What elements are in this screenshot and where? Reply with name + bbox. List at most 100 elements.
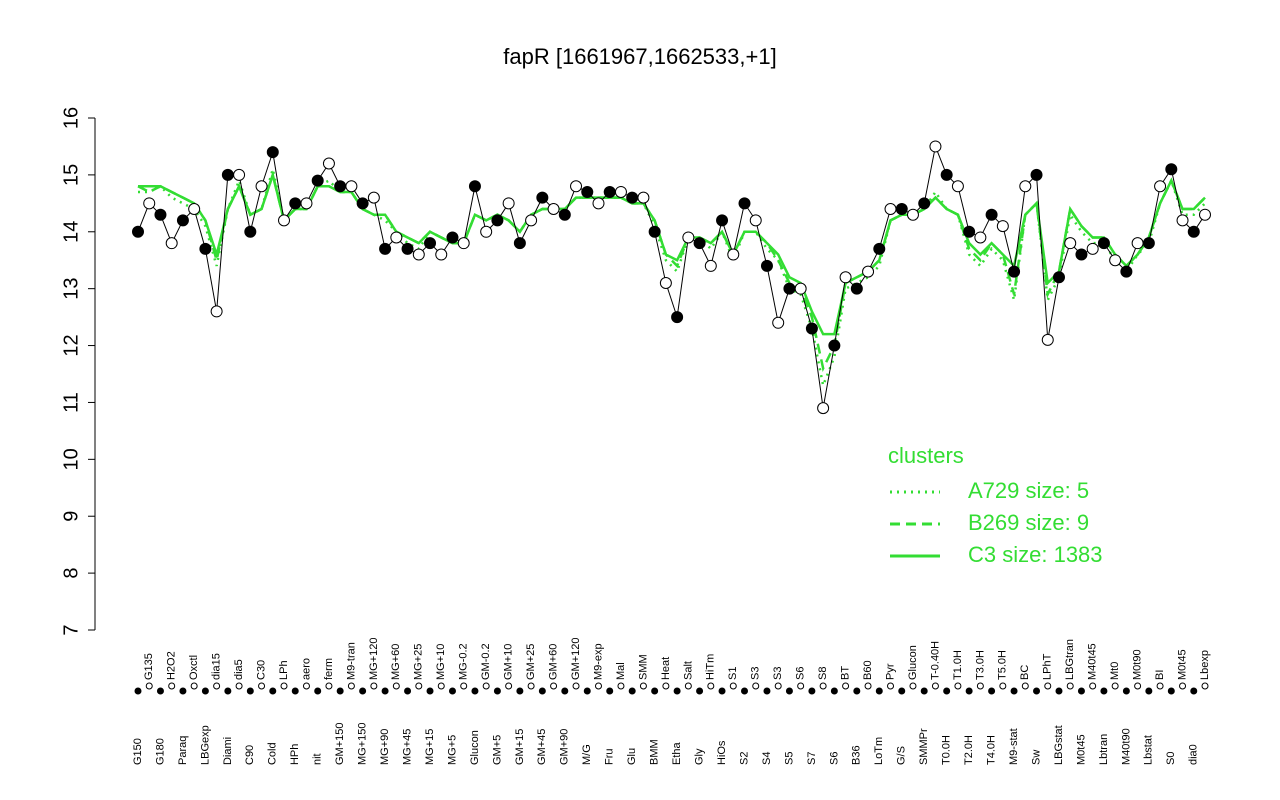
x-tick-label: LBGstat [1053,725,1065,765]
data-point [682,231,695,244]
data-point [176,214,189,227]
x-marker [639,682,647,690]
data-point [637,191,650,204]
data-point [873,242,886,255]
x-marker [1111,682,1119,690]
x-tick-label: Fru [604,749,616,766]
x-marker [729,682,737,690]
x-tick-label: Salt [682,661,694,680]
x-marker [965,687,973,695]
x-marker [437,682,445,690]
x-tick-label: GM+120 [570,638,582,681]
x-tick-label: T4.0H [986,735,998,765]
x-marker [550,682,558,690]
data-point [1109,254,1122,267]
x-marker [853,687,861,695]
x-tick-label: S8 [817,667,829,680]
x-marker [1156,682,1164,690]
x-marker [673,687,681,695]
x-tick-label: M0t45 [1176,649,1188,680]
data-point [311,174,324,187]
data-point [693,237,706,250]
x-marker [920,687,928,695]
x-marker [404,687,412,695]
x-tick-label: Cold [267,742,279,765]
x-marker [864,682,872,690]
data-point [1176,214,1189,227]
data-point [738,197,751,210]
x-tick-label: Diami [222,737,234,765]
x-marker [1122,687,1130,695]
x-tick-label: MG+45 [401,729,413,765]
legend-label: B269 size: 9 [968,510,1089,535]
x-tick-label: S5 [783,752,795,765]
x-tick-label: M40t45 [1087,643,1099,680]
x-tick-label: M9-exp [592,643,604,680]
x-marker [325,682,333,690]
x-marker [291,687,299,695]
x-tick-label: T1.0H [952,650,964,680]
x-tick-label: M9-stat [1008,728,1020,765]
x-marker [201,687,209,695]
x-tick-label: GM+10 [503,644,515,680]
x-marker [505,682,513,690]
x-marker [909,682,917,690]
x-marker [583,687,591,695]
x-marker [1201,682,1209,690]
x-marker [269,687,277,695]
x-marker [561,687,569,695]
x-marker [684,682,692,690]
x-marker [887,682,895,690]
x-marker [246,687,254,695]
data-point [1008,265,1021,278]
x-marker [336,687,344,695]
data-point [648,225,661,238]
data-point [367,191,380,204]
x-tick-label: MG+60 [390,644,402,680]
x-marker [1100,687,1108,695]
x-tick-label: HiTm [705,654,717,680]
x-tick-label: S7 [806,752,818,765]
data-point [513,237,526,250]
data-point [1142,237,1155,250]
data-point [817,402,830,415]
x-tick-label: S2 [738,752,750,765]
data-point [221,168,234,181]
x-tick-label: T-0.40H [929,641,941,680]
x-marker [134,687,142,695]
x-marker [190,682,198,690]
data-point [974,231,987,244]
x-marker [999,682,1007,690]
data-point [614,185,627,198]
x-marker [594,682,602,690]
x-marker [527,682,535,690]
x-marker [224,687,232,695]
x-tick-label: Lbtran [1098,734,1110,765]
legend-title: clusters [888,443,964,468]
data-point [626,191,639,204]
x-tick-label: BC [1019,665,1031,680]
x-tick-label: G135 [143,653,155,680]
data-point [491,214,504,227]
x-tick-label: nit [312,753,324,765]
x-tick-label: MG-0.2 [458,643,470,680]
x-marker [347,682,355,690]
x-tick-label: Oxctl [188,655,200,680]
y-tick-label: 10 [60,448,82,470]
x-tick-label: GM+90 [559,729,571,765]
x-marker [426,687,434,695]
data-point [525,214,538,227]
x-marker [651,687,659,695]
x-marker [1145,687,1153,695]
data-point [457,237,470,250]
data-point [289,197,302,210]
x-marker [1044,682,1052,690]
x-marker [1089,682,1097,690]
data-point [334,180,347,193]
x-marker [808,687,816,695]
data-point [244,225,257,238]
x-marker [797,682,805,690]
data-point [502,197,515,210]
x-tick-label: HPh [289,744,301,765]
